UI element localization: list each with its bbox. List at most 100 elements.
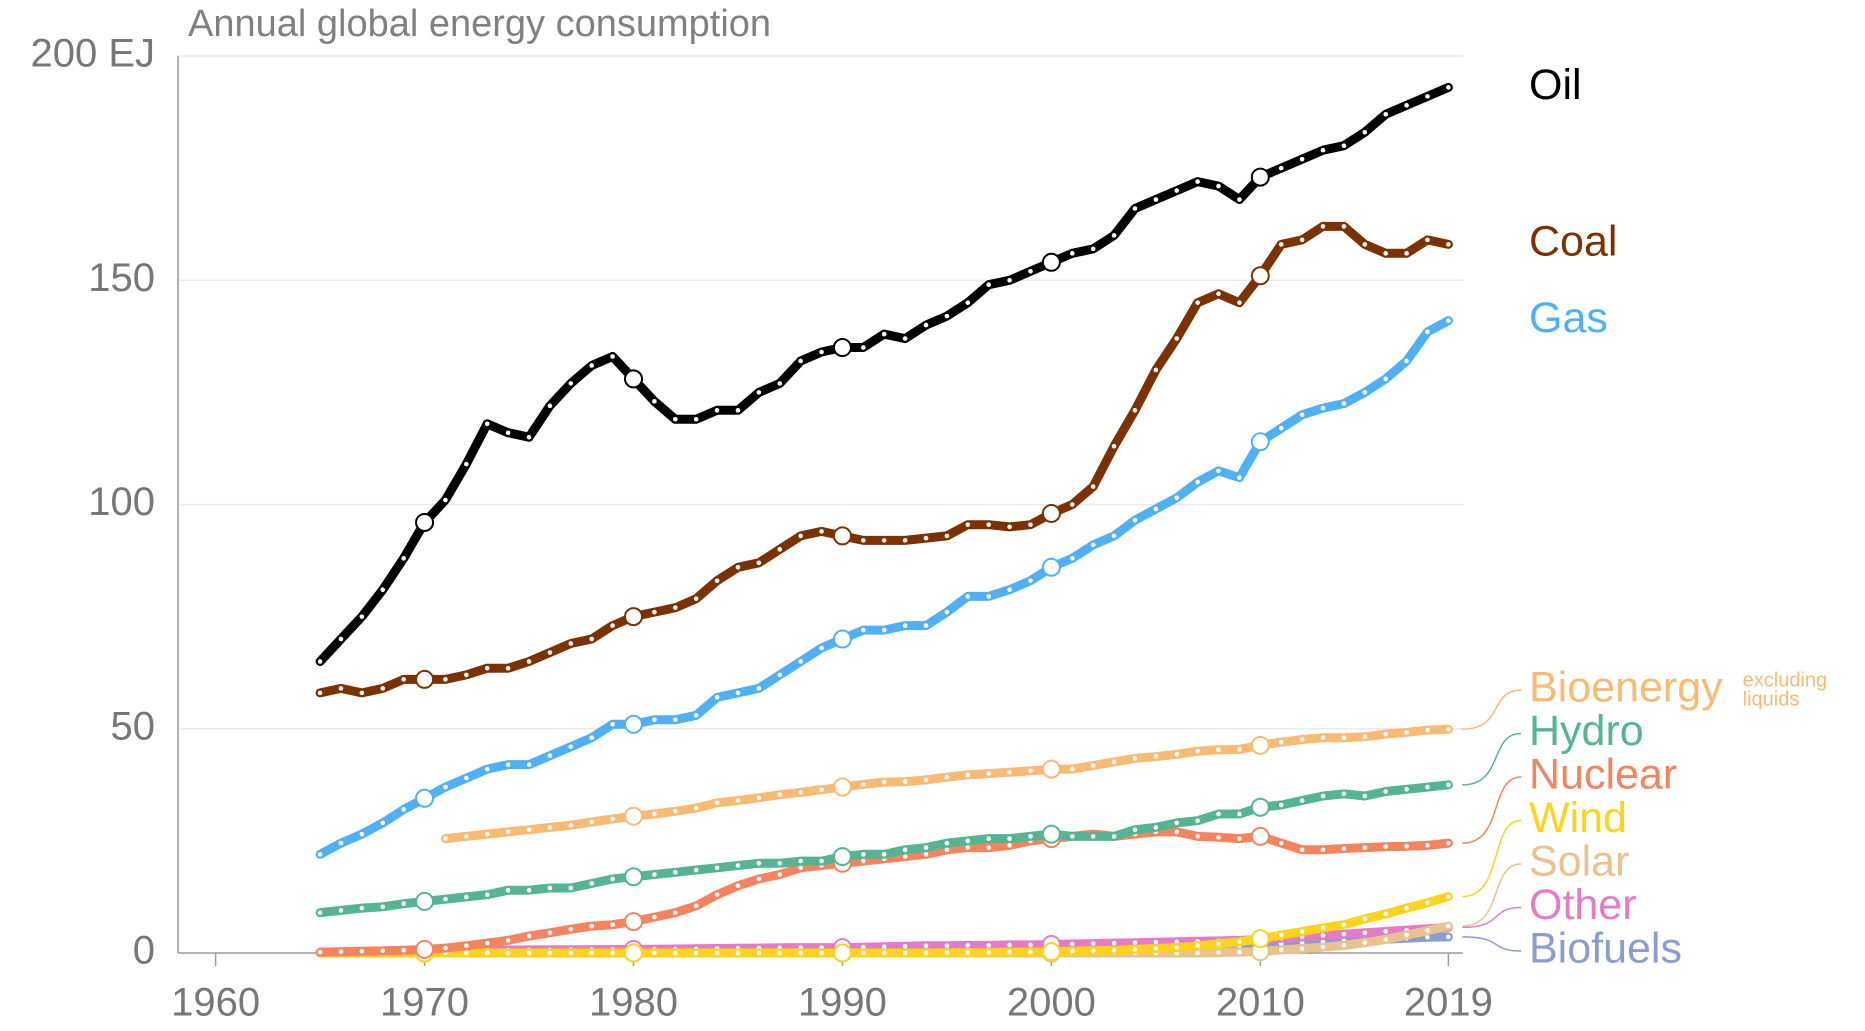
label-connector: [1462, 776, 1522, 844]
data-point: [1237, 949, 1242, 955]
data-point: [881, 779, 887, 785]
data-point: [693, 867, 699, 873]
data-point: [568, 950, 574, 956]
data-point: [819, 529, 824, 534]
data-point: [1383, 844, 1388, 850]
data-point: [1250, 735, 1270, 755]
label-connector: [1462, 732, 1522, 786]
data-point: [1174, 188, 1180, 193]
series-note: excluding: [1743, 669, 1828, 691]
data-point: [944, 774, 950, 780]
data-point: [881, 950, 887, 956]
data-point: [568, 744, 574, 749]
data-point: [1383, 911, 1388, 917]
data-point: [819, 950, 824, 956]
data-point: [923, 943, 929, 949]
data-point: [1237, 836, 1242, 841]
data-point: [1007, 949, 1012, 955]
data-point: [965, 838, 971, 844]
data-point: [672, 910, 678, 915]
data-point: [1153, 939, 1159, 945]
data-point: [1404, 905, 1409, 911]
data-point: [1041, 942, 1061, 962]
data-point: [756, 686, 762, 691]
data-point: [1153, 825, 1159, 830]
chart-title: Annual global energy consumption: [188, 3, 771, 45]
data-point: [1250, 826, 1270, 846]
data-point: [986, 950, 991, 955]
data-point: [1132, 756, 1138, 761]
data-point: [484, 892, 490, 897]
data-point: [1028, 834, 1033, 839]
data-point: [380, 686, 386, 691]
data-point: [672, 605, 678, 610]
data-point: [861, 538, 866, 543]
data-point: [1111, 948, 1117, 953]
data-point: [1195, 179, 1200, 184]
data-point: [944, 950, 950, 955]
data-point: [1425, 94, 1430, 99]
data-point: [1132, 517, 1138, 523]
data-point: [1446, 318, 1451, 323]
data-point: [881, 627, 887, 633]
data-point: [1028, 578, 1033, 584]
data-point: [1195, 300, 1200, 305]
data-point: [1069, 948, 1075, 954]
data-point: [568, 926, 574, 932]
data-point: [484, 665, 490, 671]
data-point: [415, 891, 435, 911]
data-point: [986, 943, 991, 948]
data-point: [380, 904, 386, 910]
data-point: [380, 820, 386, 826]
data-point: [1069, 502, 1075, 507]
data-point: [672, 416, 678, 422]
data-point: [526, 434, 532, 440]
data-point: [317, 910, 323, 915]
data-point: [610, 721, 615, 727]
series-line: [315, 316, 1453, 859]
data-point: [317, 659, 323, 664]
data-point: [1174, 939, 1180, 945]
data-point: [1404, 786, 1409, 792]
data-point: [1069, 941, 1075, 947]
series-label: Coal: [1529, 218, 1617, 266]
data-point: [1320, 944, 1326, 950]
data-point: [1041, 557, 1061, 577]
data-point: [443, 945, 448, 951]
data-point: [735, 690, 741, 696]
data-point: [589, 950, 595, 956]
data-point: [464, 950, 469, 956]
data-point: [1237, 197, 1242, 202]
data-point: [986, 282, 991, 288]
data-point: [986, 594, 991, 599]
data-point: [944, 609, 950, 615]
data-point: [1250, 432, 1270, 452]
data-point: [1446, 726, 1451, 732]
data-point: [672, 950, 678, 956]
series-label: Solar: [1529, 837, 1629, 885]
data-point: [1341, 791, 1347, 797]
data-point: [359, 690, 365, 696]
data-point: [1278, 165, 1284, 171]
data-point: [1069, 556, 1075, 561]
data-point: [986, 522, 991, 527]
data-point: [380, 587, 386, 593]
data-point: [902, 538, 908, 543]
data-point: [1195, 818, 1200, 823]
data-point: [623, 867, 643, 887]
data-point: [944, 847, 950, 853]
data-point: [443, 784, 448, 790]
data-point: [464, 775, 469, 781]
data-point: [1404, 843, 1409, 849]
data-point: [902, 854, 908, 859]
data-point: [1404, 932, 1409, 938]
data-point: [798, 659, 803, 664]
data-point: [1446, 85, 1451, 90]
data-point: [1237, 939, 1242, 945]
data-point: [1090, 941, 1096, 946]
data-point: [881, 331, 887, 337]
data-point: [1111, 233, 1117, 238]
data-point: [1320, 793, 1326, 799]
data-point: [1320, 224, 1326, 229]
data-point: [832, 847, 852, 867]
